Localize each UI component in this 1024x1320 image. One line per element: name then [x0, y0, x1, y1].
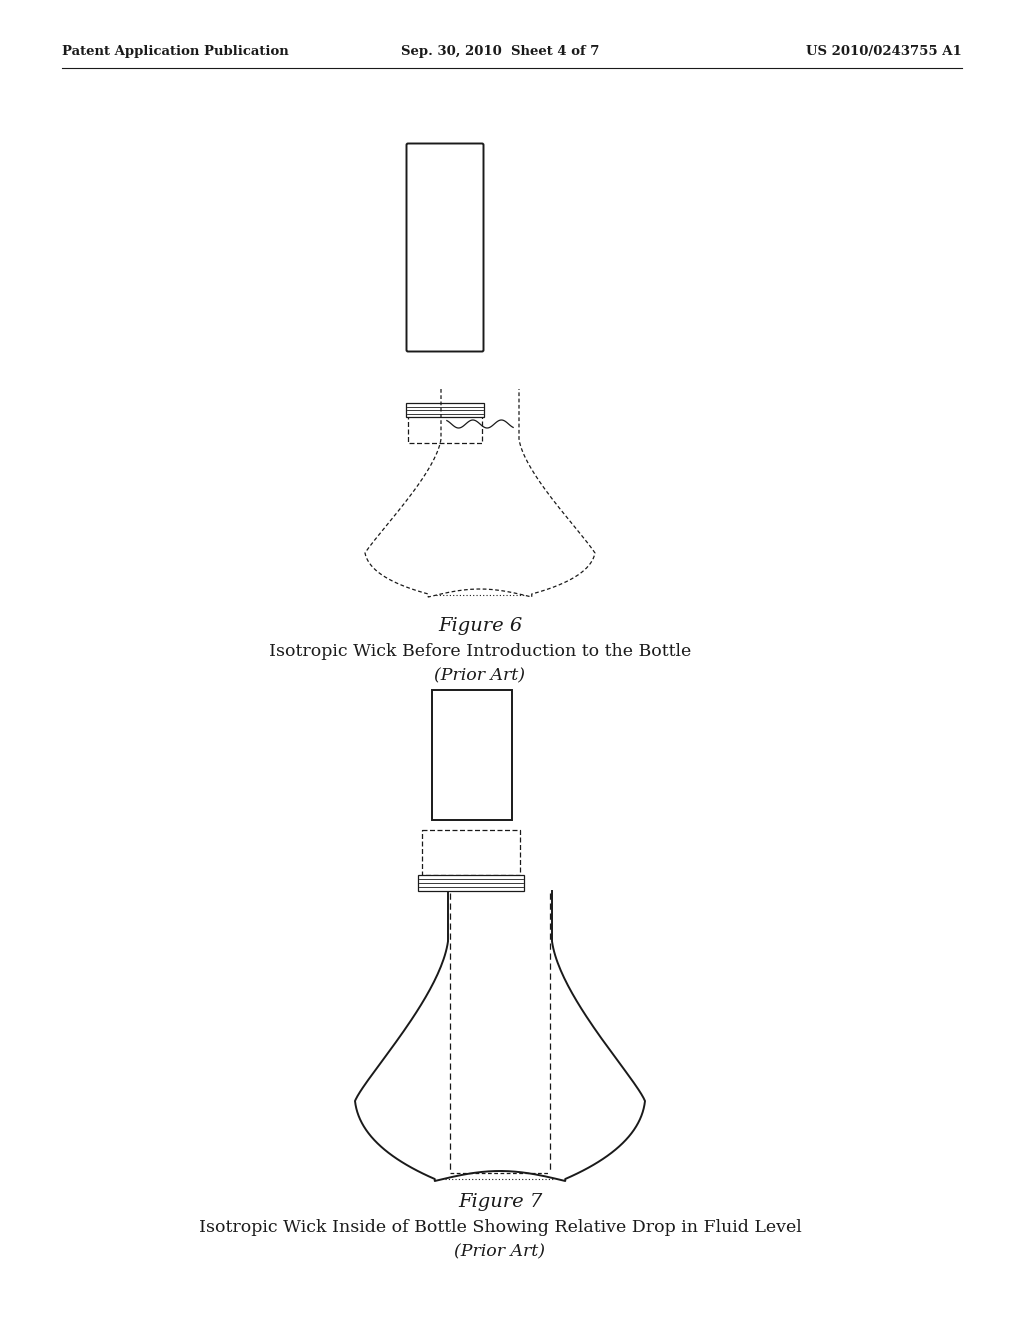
FancyBboxPatch shape: [407, 144, 483, 351]
Text: Isotropic Wick Before Introduction to the Bottle: Isotropic Wick Before Introduction to th…: [269, 643, 691, 660]
Text: US 2010/0243755 A1: US 2010/0243755 A1: [806, 45, 962, 58]
FancyBboxPatch shape: [422, 830, 520, 875]
Text: (Prior Art): (Prior Art): [455, 1243, 546, 1261]
Text: (Prior Art): (Prior Art): [434, 667, 525, 684]
Bar: [418, 875, 524, 891]
FancyBboxPatch shape: [408, 405, 482, 444]
Text: Sep. 30, 2010  Sheet 4 of 7: Sep. 30, 2010 Sheet 4 of 7: [400, 45, 599, 58]
Bar: [432, 690, 512, 820]
Text: Figure 6: Figure 6: [438, 616, 522, 635]
Text: Patent Application Publication: Patent Application Publication: [62, 45, 289, 58]
Polygon shape: [355, 891, 645, 1181]
Text: Isotropic Wick Inside of Bottle Showing Relative Drop in Fluid Level: Isotropic Wick Inside of Bottle Showing …: [199, 1218, 802, 1236]
Text: Figure 7: Figure 7: [458, 1193, 542, 1210]
Polygon shape: [365, 389, 595, 597]
Bar: [406, 403, 484, 417]
